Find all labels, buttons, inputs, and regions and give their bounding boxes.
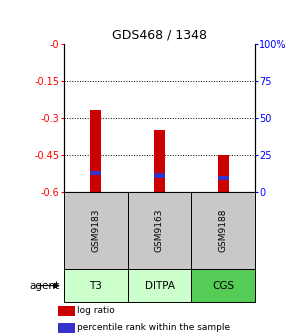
Text: GSM9188: GSM9188 bbox=[219, 208, 228, 252]
Bar bbox=[90, 110, 102, 192]
Bar bbox=[64, 192, 128, 269]
Bar bbox=[218, 155, 229, 192]
Text: percentile rank within the sample: percentile rank within the sample bbox=[77, 323, 230, 332]
Bar bbox=[154, 130, 165, 192]
Title: GDS468 / 1348: GDS468 / 1348 bbox=[112, 28, 207, 41]
Text: GSM9183: GSM9183 bbox=[91, 208, 100, 252]
Text: DITPA: DITPA bbox=[144, 281, 175, 291]
Bar bbox=[128, 269, 191, 302]
Text: GSM9163: GSM9163 bbox=[155, 208, 164, 252]
Bar bbox=[90, 171, 102, 175]
Text: agent: agent bbox=[30, 281, 60, 291]
Text: log ratio: log ratio bbox=[77, 306, 115, 315]
Bar bbox=[218, 176, 229, 180]
Bar bbox=[191, 192, 255, 269]
Bar bbox=[58, 306, 75, 316]
Bar bbox=[154, 173, 165, 178]
Bar bbox=[64, 269, 128, 302]
Bar bbox=[191, 269, 255, 302]
Text: CGS: CGS bbox=[212, 281, 234, 291]
Text: T3: T3 bbox=[89, 281, 102, 291]
Bar bbox=[58, 323, 75, 333]
Bar bbox=[128, 192, 191, 269]
